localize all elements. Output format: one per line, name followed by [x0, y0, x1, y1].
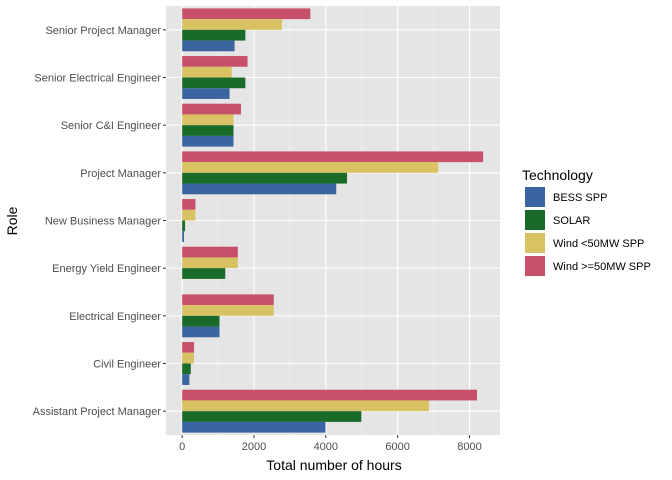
bar [182, 352, 195, 364]
x-tick-label: 0 [179, 441, 185, 453]
bar [182, 421, 326, 433]
y-tick-label: Senior Project Manager [45, 25, 161, 37]
bar [182, 231, 184, 242]
bar [182, 257, 238, 269]
bar [182, 114, 234, 126]
x-tick-label: 8000 [457, 441, 481, 453]
legend-swatch [525, 210, 545, 230]
y-tick-label: Project Manager [80, 168, 161, 180]
bar [182, 66, 232, 78]
bar [182, 246, 238, 258]
legend-swatch [525, 233, 545, 253]
bar [182, 8, 311, 20]
legend-swatch [525, 256, 545, 276]
bar [182, 342, 195, 353]
bar [182, 411, 362, 422]
bar [182, 125, 234, 136]
legend-label: BESS SPP [553, 192, 607, 204]
bar [182, 40, 235, 52]
bar [182, 389, 478, 401]
bar [182, 305, 274, 316]
legend-swatch [525, 187, 545, 207]
y-tick-label: Senior Electrical Engineer [34, 73, 161, 85]
bar [182, 88, 230, 99]
x-axis-title: Total number of hours [266, 457, 401, 473]
x-axis: 0 2000 4000 6000 8000 [179, 435, 482, 453]
bar [182, 363, 191, 375]
y-tick-label: Senior C&I Engineer [61, 120, 162, 132]
y-tick-label: Civil Engineer [93, 359, 161, 371]
bar [182, 220, 186, 232]
bar [182, 326, 220, 338]
bar [182, 162, 439, 173]
bar [182, 29, 246, 41]
bar [182, 103, 242, 115]
bar [182, 183, 337, 195]
y-axis: Senior Project Manager Senior Electrical … [33, 25, 166, 418]
bar [182, 294, 274, 306]
x-tick-label: 2000 [242, 441, 266, 453]
bar [182, 268, 226, 279]
y-tick-label: Assistant Project Manager [33, 406, 162, 418]
legend-label: Wind <50MW SPP [553, 238, 644, 250]
legend: Technology BESS SPP SOLAR Wind <50MW SPP Wi… [522, 167, 651, 276]
bar [182, 151, 484, 163]
bar [182, 77, 246, 89]
bar [182, 56, 248, 67]
legend-label: Wind >=50MW SPP [553, 261, 651, 273]
y-tick-label: Electrical Engineer [69, 311, 161, 323]
y-axis-title: Role [4, 206, 20, 235]
bar [182, 374, 190, 385]
bar [182, 172, 348, 184]
bar [182, 19, 283, 30]
bar [182, 315, 220, 327]
x-tick-label: 4000 [314, 441, 338, 453]
bar [182, 209, 196, 221]
y-tick-label: Energy Yield Engineer [52, 263, 161, 275]
legend-label: SOLAR [553, 215, 590, 227]
y-tick-label: New Business Manager [45, 216, 162, 228]
bar [182, 400, 429, 412]
legend-title: Technology [522, 167, 593, 183]
bar [182, 135, 234, 147]
bar [182, 199, 196, 210]
bars [182, 8, 484, 433]
x-tick-label: 6000 [385, 441, 409, 453]
